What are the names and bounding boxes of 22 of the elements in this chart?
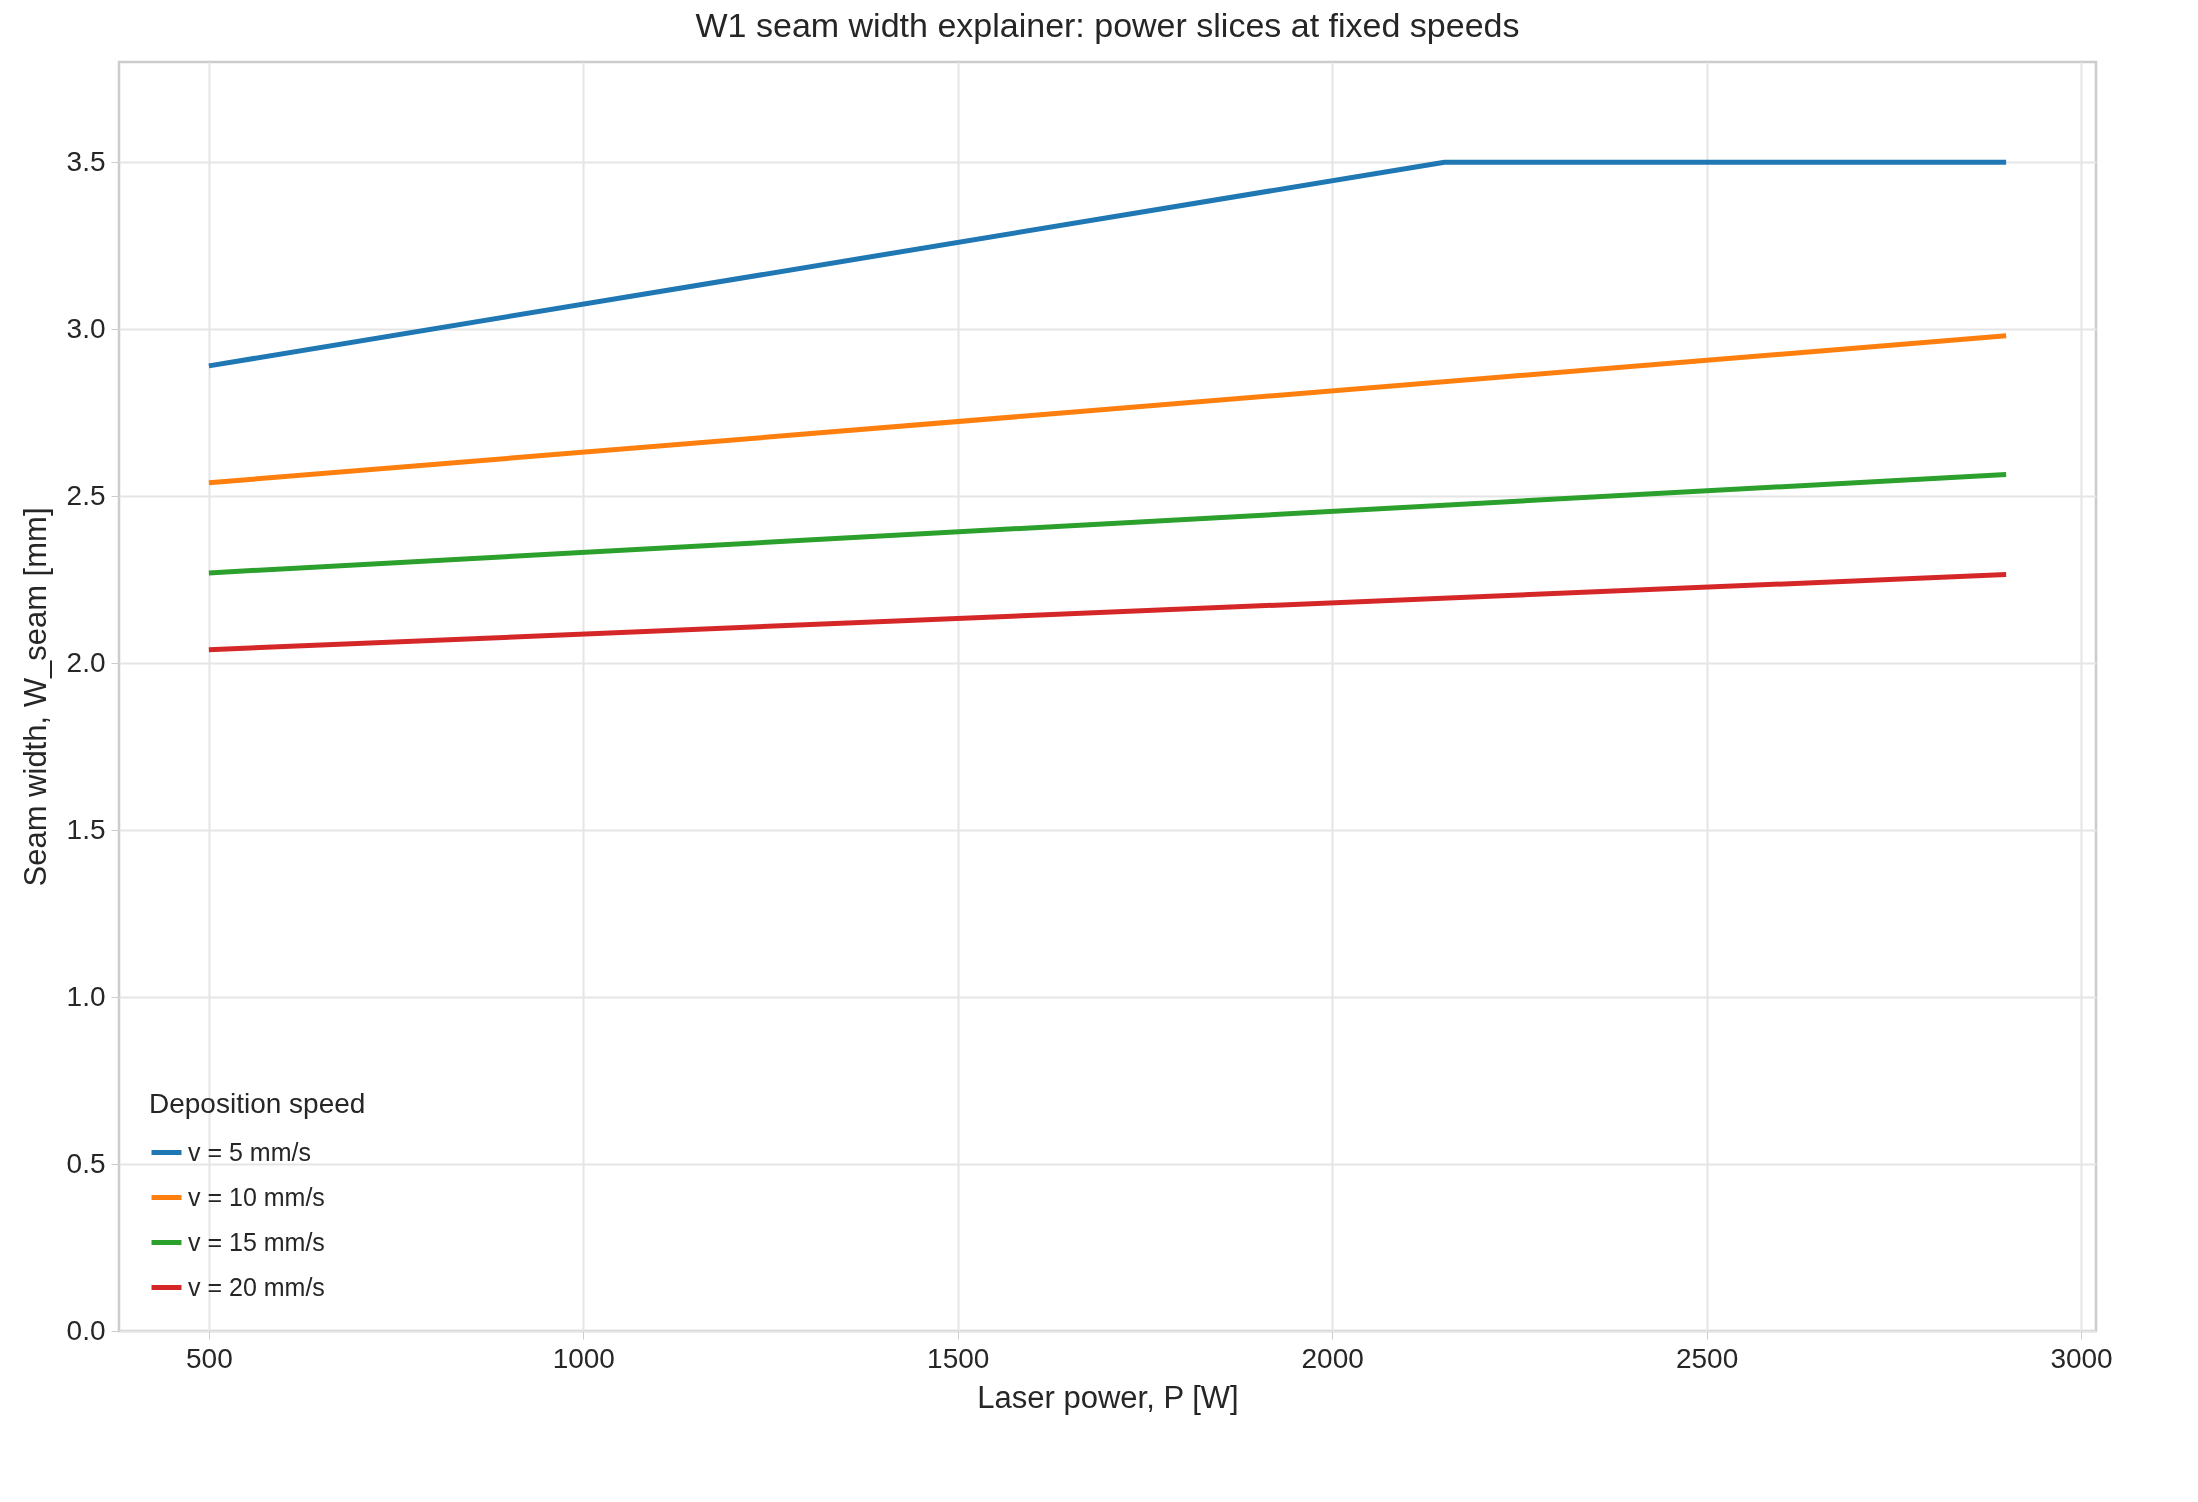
legend-label: v = 20 mm/s <box>188 1272 325 1301</box>
x-tick-label: 2500 <box>1675 1342 1739 1374</box>
y-tick-label: 3.0 <box>66 312 106 344</box>
x-tick-label: 2000 <box>1301 1342 1364 1374</box>
x-tick-label: 1500 <box>927 1342 990 1374</box>
x-tick-label: 3000 <box>2050 1342 2113 1374</box>
x-tick-label: 1000 <box>552 1342 615 1374</box>
y-axis-title: Seam width, W_seam [mm] <box>17 507 53 887</box>
chart-title: W1 seam width explainer: power slices at fixed speeds <box>695 6 1520 44</box>
y-tick-label: 3.5 <box>66 145 106 177</box>
x-tick-label: 500 <box>186 1342 233 1374</box>
legend-label: v = 5 mm/s <box>188 1137 311 1166</box>
y-tick-label: 0.0 <box>66 1314 106 1346</box>
y-tick-label: 1.5 <box>66 813 106 845</box>
x-axis-title: Laser power, P [W] <box>977 1379 1239 1415</box>
legend-label: v = 10 mm/s <box>188 1182 325 1211</box>
y-tick-label: 2.0 <box>66 646 106 678</box>
y-tick-label: 0.5 <box>66 1147 106 1179</box>
legend-title: Deposition speed <box>149 1088 366 1119</box>
legend-label: v = 15 mm/s <box>188 1227 325 1256</box>
y-tick-label: 1.0 <box>66 980 106 1012</box>
y-tick-label: 2.5 <box>66 479 106 511</box>
